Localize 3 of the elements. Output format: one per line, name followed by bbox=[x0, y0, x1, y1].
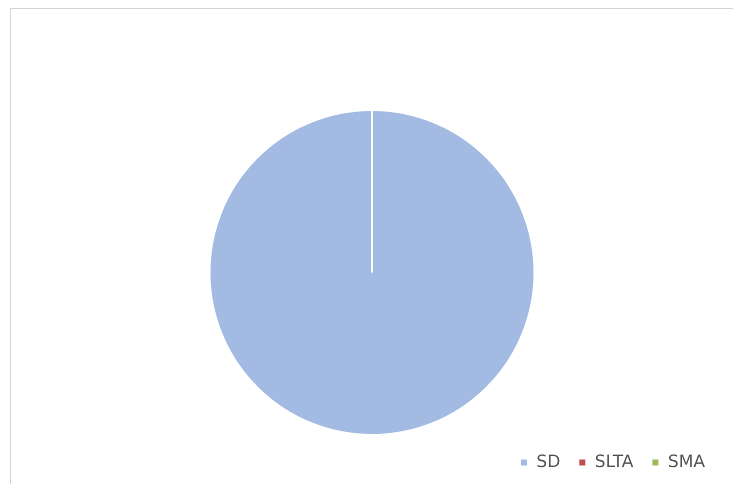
legend-label: SLTA bbox=[594, 452, 634, 472]
legend-label: SMA bbox=[668, 452, 706, 472]
legend-label: SD bbox=[536, 452, 560, 472]
